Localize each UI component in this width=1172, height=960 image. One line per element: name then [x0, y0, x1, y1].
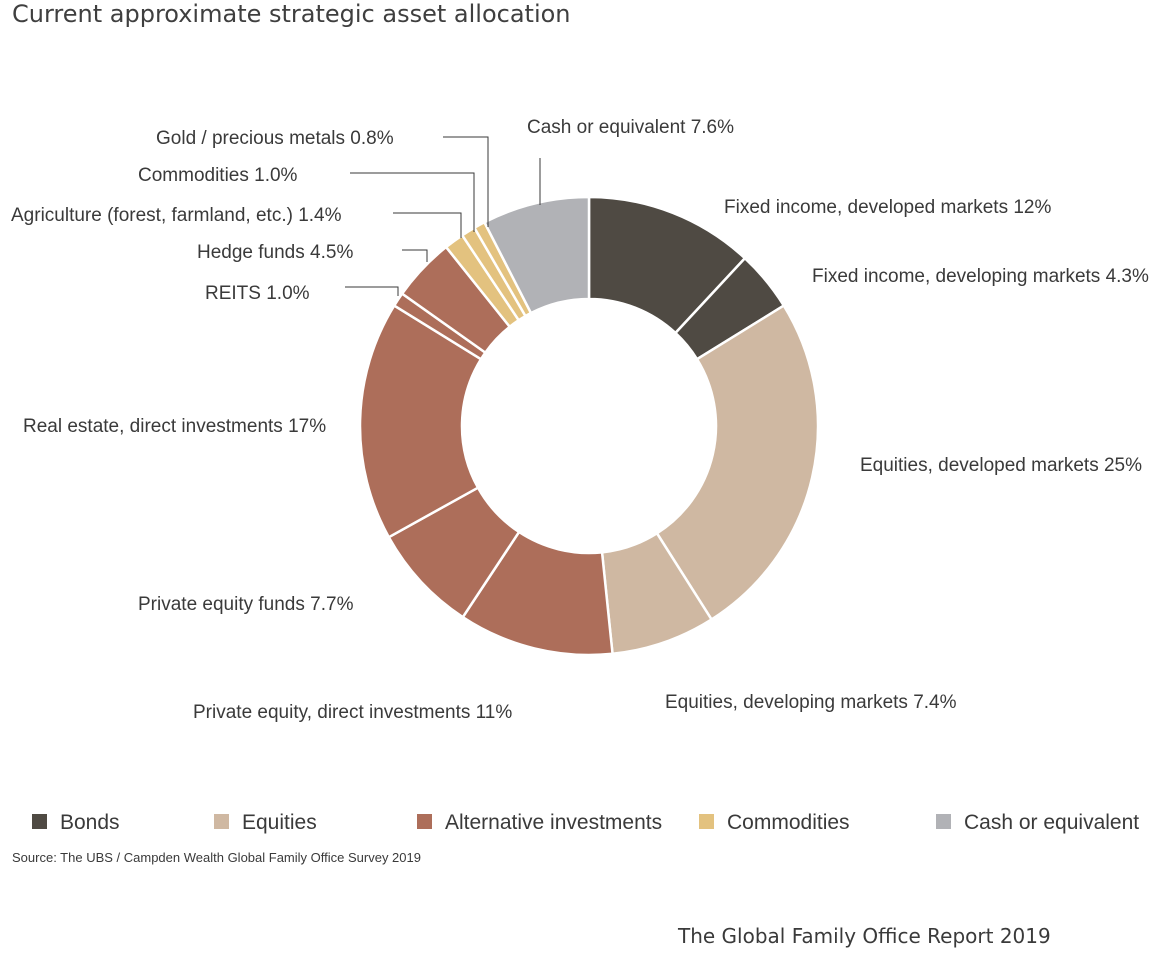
slice-equities-2	[655, 303, 820, 622]
leader-gold	[443, 136, 489, 227]
slice-label-2: Equities, developed markets 25%	[860, 455, 1142, 476]
slice-cash-or-equivalent-12	[482, 195, 591, 315]
slice-label-9: Agriculture (forest, farmland, etc.) 1.4…	[11, 205, 342, 226]
slice-label-10: Commodities 1.0%	[138, 165, 298, 186]
slice-label-7: REITS 1.0%	[205, 283, 310, 304]
legend-swatch-equities	[214, 814, 229, 829]
legend-swatch-bonds	[32, 814, 47, 829]
slice-label-0: Fixed income, developed markets 12%	[724, 197, 1051, 218]
legend-label-equities: Equities	[242, 811, 317, 834]
slice-label-4: Private equity, direct investments 11%	[193, 702, 512, 723]
slice-alternative-investments-6	[358, 303, 483, 539]
slice-label-12: Cash or equivalent 7.6%	[527, 117, 734, 138]
legend-swatch-cash-or-equivalent	[936, 814, 951, 829]
leader-agriculture	[393, 212, 462, 238]
leader-lines	[345, 136, 541, 296]
slice-label-5: Private equity funds 7.7%	[138, 594, 354, 615]
chart-title: Current approximate strategic asset allo…	[12, 0, 571, 28]
leader-reits	[345, 286, 399, 296]
slice-label-6: Real estate, direct investments 17%	[23, 416, 326, 437]
slice-label-11: Gold / precious metals 0.8%	[156, 128, 394, 149]
slice-label-1: Fixed income, developing markets 4.3%	[812, 266, 1149, 287]
leader-commodities	[350, 172, 475, 232]
donut-slices	[358, 195, 820, 657]
legend-label-alternative-investments: Alternative investments	[445, 811, 662, 834]
legend-swatch-alternative-investments	[417, 814, 432, 829]
legend-label-bonds: Bonds	[60, 811, 120, 834]
legend-swatch-commodities	[699, 814, 714, 829]
legend: Bonds Equities Alternative investments Comm…	[32, 811, 1139, 834]
report-footer: The Global Family Office Report 2019	[677, 924, 1051, 948]
slice-label-8: Hedge funds 4.5%	[197, 242, 353, 263]
legend-label-cash-or-equivalent: Cash or equivalent	[964, 811, 1139, 834]
legend-label-commodities: Commodities	[727, 811, 850, 834]
source-note: Source: The UBS / Campden Wealth Global …	[12, 850, 421, 865]
slice-label-3: Equities, developing markets 7.4%	[665, 692, 957, 713]
slice-labels: Fixed income, developed markets 12% Fixed…	[11, 117, 1149, 723]
leader-hedge-funds	[402, 249, 428, 262]
